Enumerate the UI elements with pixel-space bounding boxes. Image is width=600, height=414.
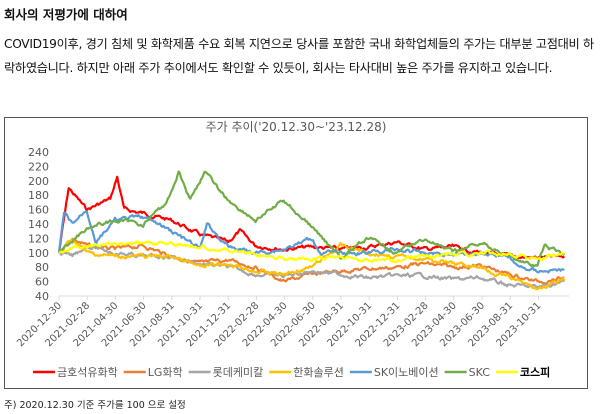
legend-label: 한화솔루션 bbox=[293, 366, 344, 379]
legend-item: 코스피 bbox=[495, 365, 550, 379]
y-tick-label: 200 bbox=[28, 175, 49, 188]
legend-label: SK이노베이션 bbox=[374, 366, 439, 379]
legend-label: 롯데케미칼 bbox=[213, 366, 264, 379]
legend-label: LG화학 bbox=[148, 366, 183, 379]
y-tick-label: 40 bbox=[35, 290, 49, 303]
legend-item: 금호석유화학 bbox=[33, 366, 118, 379]
y-tick-label: 140 bbox=[28, 218, 49, 231]
section-heading: 회사의 저평가에 대하여 bbox=[4, 7, 128, 22]
y-tick-label: 220 bbox=[28, 160, 49, 173]
legend-label: 코스피 bbox=[520, 365, 550, 379]
legend-label: 금호석유화학 bbox=[57, 366, 118, 379]
legend-item: SKC bbox=[444, 366, 491, 379]
y-tick-label: 240 bbox=[28, 146, 49, 159]
series-line-6 bbox=[58, 240, 566, 264]
legend-item: SK이노베이션 bbox=[349, 366, 439, 379]
series-line-5 bbox=[58, 170, 566, 268]
legend-label: SKC bbox=[469, 366, 491, 379]
y-tick-label: 160 bbox=[28, 204, 49, 217]
chart-container: 주가 추이('20.12.30~'23.12.28) 240 220 200 180 1… bbox=[4, 117, 588, 389]
y-tick-label: 60 bbox=[35, 276, 49, 289]
y-tick-label: 120 bbox=[28, 232, 49, 245]
legend-item: 한화솔루션 bbox=[269, 366, 344, 379]
y-tick-label: 180 bbox=[28, 189, 49, 202]
series-line-3 bbox=[58, 238, 566, 291]
y-tick-label: 80 bbox=[35, 261, 49, 274]
footnote: 주) 2020.12.30 기준 주가를 100 으로 설정 bbox=[4, 400, 186, 411]
legend-item: 롯데케미칼 bbox=[188, 366, 264, 379]
chart-title: 주가 추이('20.12.30~'23.12.28) bbox=[206, 120, 387, 134]
legend-item: LG화학 bbox=[123, 366, 183, 379]
y-tick-label: 100 bbox=[28, 247, 49, 260]
intro-paragraph: COVID19이후, 경기 침체 및 화학제품 수요 회복 지연으로 당사를 포… bbox=[4, 37, 594, 75]
